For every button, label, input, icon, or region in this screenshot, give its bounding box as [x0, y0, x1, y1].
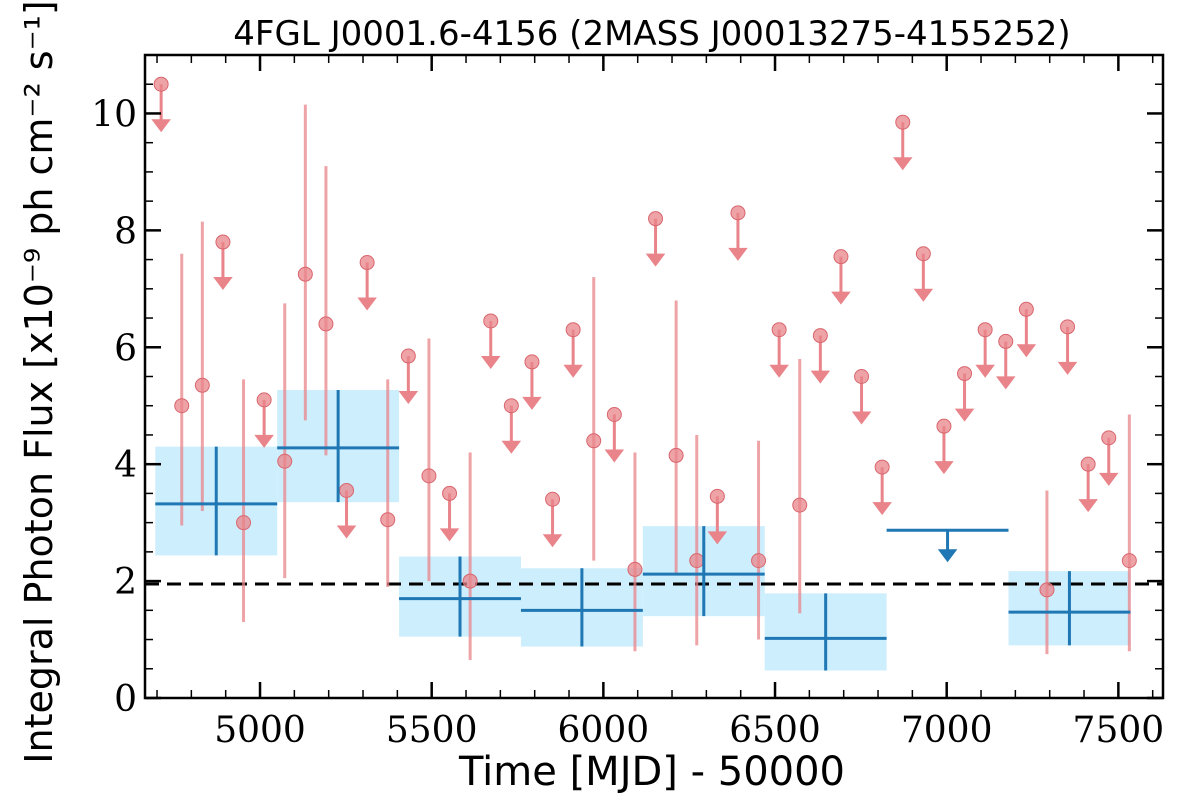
- y-tick-label: 0: [114, 679, 137, 720]
- y-tick-label: 2: [114, 562, 137, 603]
- chart-title: 4FGL J0001.6-4156 (2MASS J00013275-41552…: [233, 14, 1070, 54]
- short-bin-point: [1039, 582, 1055, 598]
- y-tick-label: 10: [91, 94, 137, 135]
- short-bin-point: [318, 316, 334, 332]
- short-bin-ul-arrow-head: [151, 119, 171, 133]
- short-bin-point: [915, 246, 931, 262]
- x-tick-label: 6000: [558, 710, 650, 751]
- short-bin-point: [586, 433, 602, 449]
- short-bin-point: [194, 377, 210, 393]
- short-bin-ul-arrow-head: [522, 396, 542, 410]
- short-bin-ul-arrow-head: [542, 534, 563, 548]
- long-bin-ul-arrow-head: [937, 549, 958, 563]
- short-bin-ul-arrow-head: [213, 277, 233, 291]
- short-bin-ul-arrow-head: [851, 411, 872, 425]
- short-bin-point: [792, 497, 808, 513]
- short-bin-ul-arrow-head: [975, 364, 995, 378]
- short-bin-ul-arrow-head: [913, 288, 934, 302]
- short-bin-ul-arrow-head: [357, 297, 377, 311]
- short-bin-ul-arrow-head: [254, 434, 274, 448]
- short-bin-point: [648, 211, 664, 227]
- short-bin-ul-arrow-head: [336, 525, 357, 539]
- short-bin-ul-arrow-head: [831, 291, 851, 305]
- short-bin-point: [895, 114, 911, 130]
- short-bin-point: [936, 418, 952, 434]
- y-tick-label: 4: [114, 445, 137, 486]
- short-bin-point: [462, 573, 478, 589]
- short-bin-point: [627, 561, 643, 577]
- short-bin-point: [359, 255, 375, 271]
- y-tick-label: 6: [114, 328, 137, 369]
- short-bin-point: [1101, 430, 1117, 446]
- x-tick-label: 5500: [386, 710, 478, 751]
- short-bin-point: [709, 488, 725, 504]
- short-bin-point: [153, 76, 169, 92]
- short-bin-point: [297, 266, 313, 282]
- short-bin-point: [689, 553, 705, 569]
- axis-ticks: 5000 5500 6000 6500 7000 7500 0 2 4 6 8 10: [91, 55, 1164, 751]
- short-bin-point: [215, 234, 231, 250]
- short-bin-point: [874, 459, 890, 475]
- short-bin-point: [854, 369, 870, 384]
- short-bin-ul-arrow-head: [1078, 499, 1098, 513]
- short-bin-point: [1121, 553, 1137, 569]
- x-tick-label: 5000: [214, 710, 306, 751]
- short-bin-point: [442, 485, 458, 501]
- short-bin-point: [236, 515, 252, 531]
- short-bin-point: [668, 447, 684, 463]
- short-bin-ul-arrow-head: [480, 355, 501, 369]
- y-tick-label: 8: [114, 211, 137, 252]
- short-bin-ul-arrow-head: [728, 247, 748, 261]
- short-bin-point: [957, 366, 973, 382]
- short-bin-point: [771, 322, 787, 338]
- short-bin-ul-arrow-head: [501, 440, 522, 454]
- short-bin-point: [277, 453, 293, 469]
- short-bin-point: [339, 482, 355, 498]
- short-bin-ul-arrow-head: [892, 157, 913, 171]
- short-bin-ul-arrow-head: [563, 364, 583, 378]
- short-bin-point: [730, 205, 746, 221]
- x-tick-label: 7500: [1073, 710, 1165, 751]
- short-bin-point: [998, 333, 1014, 349]
- short-bin-ul-arrow-head: [604, 449, 625, 463]
- short-bin-ul-arrow-head: [934, 461, 954, 475]
- short-bin-point: [1018, 301, 1034, 317]
- short-bin-ul-arrow-head: [872, 502, 892, 516]
- short-bin-point: [503, 398, 519, 414]
- short-bin-point: [483, 313, 499, 329]
- short-bin-point: [421, 468, 437, 484]
- short-bin-point: [977, 322, 993, 338]
- short-bin-point: [1080, 456, 1096, 472]
- x-tick-label: 7000: [901, 710, 993, 751]
- short-bin-ul-arrow-head: [1016, 344, 1037, 358]
- long-bin-series: [155, 389, 1131, 671]
- x-axis-label: Time [MJD] - 50000: [458, 749, 845, 795]
- x-tick-label: 6500: [729, 710, 821, 751]
- short-bin-ul-arrow-head: [1099, 472, 1119, 486]
- short-bin-point: [833, 249, 849, 265]
- short-bin-point: [812, 328, 828, 344]
- short-bin-point: [400, 348, 416, 364]
- short-bin-point: [606, 406, 622, 422]
- short-bin-point: [380, 512, 396, 528]
- short-bin-ul-arrow-head: [954, 408, 975, 422]
- short-bin-ul-arrow-head: [769, 364, 789, 378]
- short-bin-ul-arrow-head: [996, 376, 1016, 390]
- short-bin-point: [524, 354, 540, 370]
- short-bin-ul-arrow-head: [398, 391, 419, 405]
- short-bin-ul-arrow-head: [1057, 361, 1078, 375]
- short-bin-series: [151, 76, 1137, 661]
- short-bin-point: [1060, 319, 1076, 335]
- short-bin-point: [174, 398, 190, 414]
- short-bin-point: [565, 322, 581, 338]
- short-bin-point: [545, 491, 561, 507]
- short-bin-point: [751, 553, 767, 569]
- short-bin-point: [256, 392, 272, 408]
- short-bin-ul-arrow-head: [645, 253, 666, 267]
- y-axis-label: Integral Photon Flux [x10⁻⁹ ph cm⁻² s⁻¹]: [17, 0, 61, 763]
- short-bin-ul-arrow-head: [707, 531, 728, 545]
- short-bin-ul-arrow-head: [439, 528, 460, 542]
- short-bin-ul-arrow-head: [810, 370, 831, 384]
